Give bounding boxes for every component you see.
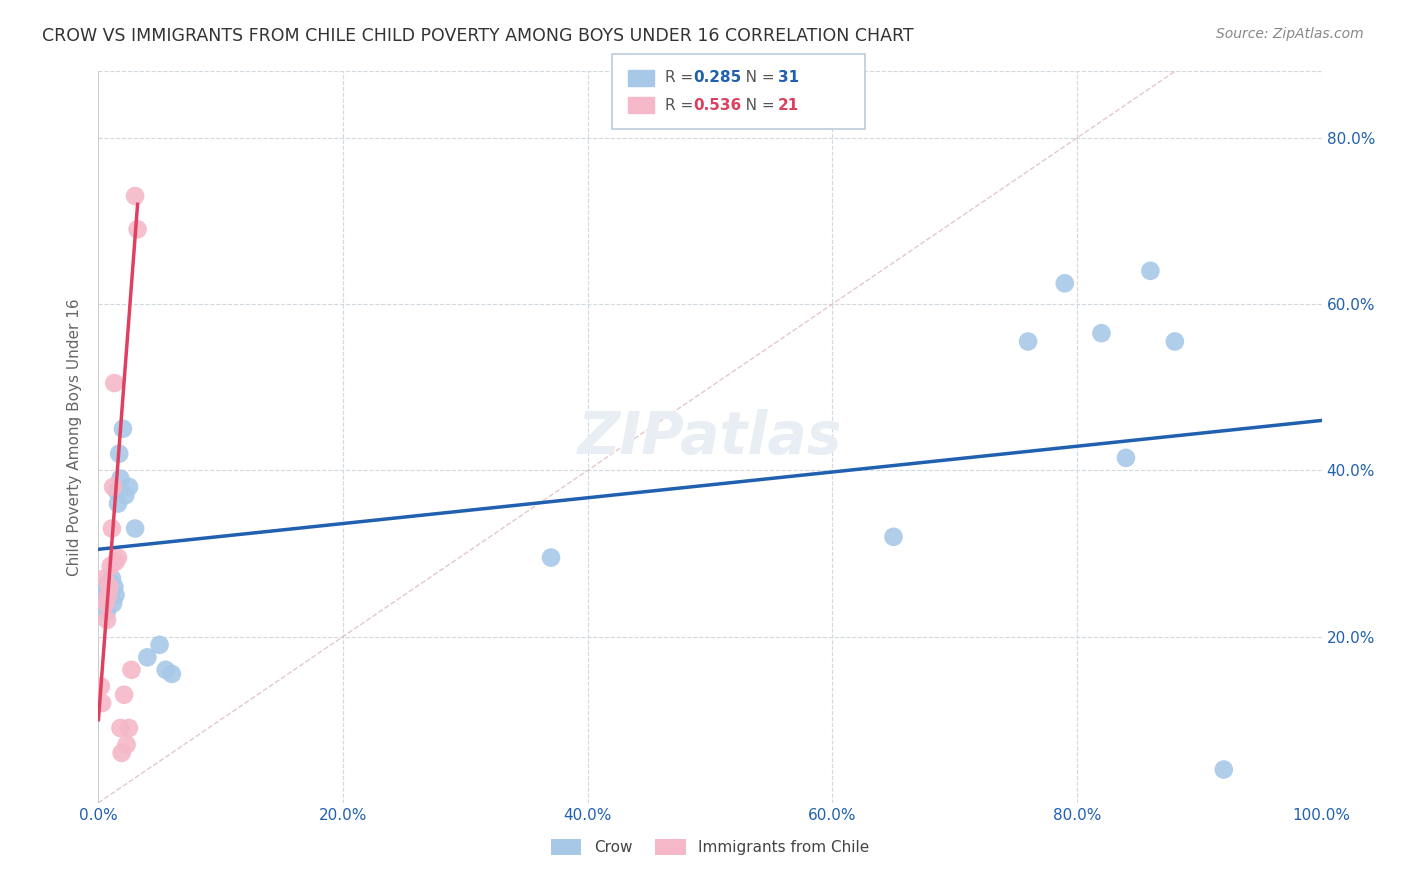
Point <box>1164 334 1187 349</box>
Point <box>101 571 124 585</box>
Point <box>118 721 141 735</box>
Point <box>100 558 122 573</box>
Text: R =: R = <box>665 70 699 85</box>
Point <box>104 555 127 569</box>
Point <box>112 688 135 702</box>
Point <box>103 376 125 390</box>
Text: N =: N = <box>731 70 779 85</box>
Text: R =: R = <box>665 98 699 112</box>
Point <box>1115 450 1137 465</box>
Text: Source: ZipAtlas.com: Source: ZipAtlas.com <box>1216 27 1364 41</box>
Point <box>107 497 129 511</box>
Point <box>98 575 121 590</box>
Point <box>115 738 138 752</box>
Point <box>1139 264 1161 278</box>
Point <box>1212 763 1234 777</box>
Point <box>127 222 149 236</box>
Point <box>101 521 124 535</box>
Point <box>136 650 159 665</box>
Point <box>90 680 112 694</box>
Text: 21: 21 <box>778 98 799 112</box>
Point <box>104 588 127 602</box>
Point <box>540 550 562 565</box>
Point <box>100 588 122 602</box>
Point <box>101 596 124 610</box>
Point <box>107 550 129 565</box>
Text: 0.285: 0.285 <box>693 70 741 85</box>
Point <box>98 580 121 594</box>
Point <box>97 588 120 602</box>
Point <box>149 638 172 652</box>
Point <box>114 488 136 502</box>
Point <box>108 447 131 461</box>
Point <box>118 480 141 494</box>
Point <box>97 583 120 598</box>
Point <box>91 592 114 607</box>
Point <box>124 521 146 535</box>
Point <box>111 746 134 760</box>
Point <box>105 484 128 499</box>
Text: ZIPatlas: ZIPatlas <box>578 409 842 466</box>
Point <box>1017 334 1039 349</box>
Y-axis label: Child Poverty Among Boys Under 16: Child Poverty Among Boys Under 16 <box>67 298 83 576</box>
Point <box>120 663 142 677</box>
Point <box>96 605 118 619</box>
Point <box>101 480 124 494</box>
Point <box>93 571 115 585</box>
Point <box>883 530 905 544</box>
Point <box>103 580 125 594</box>
Point <box>93 580 115 594</box>
Point <box>94 596 117 610</box>
Point <box>124 189 146 203</box>
Point <box>1053 277 1076 291</box>
Text: 31: 31 <box>778 70 799 85</box>
Point <box>91 696 114 710</box>
Point <box>110 472 132 486</box>
Point <box>155 663 177 677</box>
Point <box>111 422 134 436</box>
Point <box>160 667 183 681</box>
Point <box>96 613 118 627</box>
Text: N =: N = <box>731 98 779 112</box>
Legend: Crow, Immigrants from Chile: Crow, Immigrants from Chile <box>544 833 876 861</box>
Text: CROW VS IMMIGRANTS FROM CHILE CHILD POVERTY AMONG BOYS UNDER 16 CORRELATION CHAR: CROW VS IMMIGRANTS FROM CHILE CHILD POVE… <box>42 27 914 45</box>
Text: 0.536: 0.536 <box>693 98 741 112</box>
Point <box>1090 326 1112 341</box>
Point <box>110 721 132 735</box>
